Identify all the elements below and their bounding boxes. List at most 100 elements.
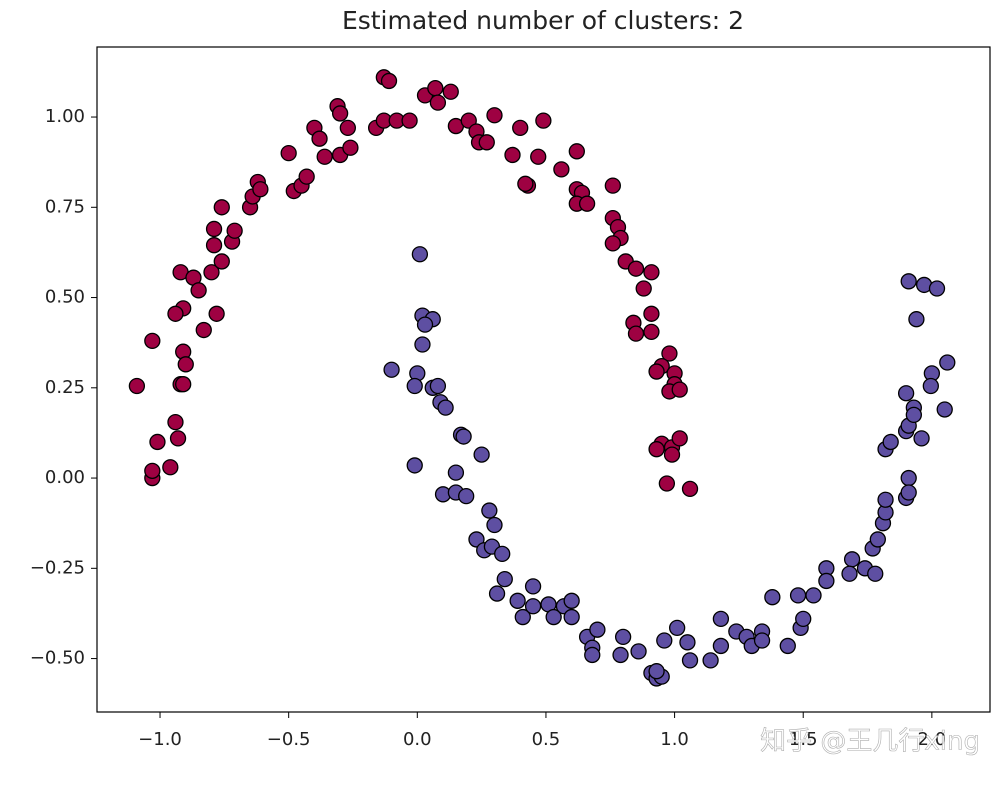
point bbox=[280, 144, 297, 162]
point bbox=[563, 592, 580, 609]
point bbox=[578, 195, 596, 212]
point bbox=[627, 260, 645, 277]
point bbox=[900, 484, 917, 501]
point bbox=[380, 72, 398, 90]
point bbox=[406, 377, 423, 395]
point bbox=[455, 428, 472, 445]
point bbox=[681, 652, 699, 669]
point bbox=[486, 516, 503, 534]
point bbox=[524, 598, 542, 615]
point bbox=[939, 354, 956, 371]
point bbox=[928, 280, 946, 297]
point bbox=[627, 325, 645, 342]
point bbox=[195, 321, 212, 339]
point bbox=[512, 119, 529, 137]
point bbox=[635, 280, 652, 297]
point bbox=[671, 381, 688, 398]
point bbox=[177, 356, 194, 373]
point bbox=[877, 491, 894, 508]
point bbox=[661, 345, 678, 362]
point bbox=[226, 222, 243, 239]
x-tick-label: 1.0 bbox=[660, 729, 689, 750]
point bbox=[339, 119, 356, 137]
point bbox=[203, 264, 220, 281]
point bbox=[496, 570, 513, 588]
point bbox=[545, 608, 562, 626]
y-tick-label: −0.25 bbox=[30, 557, 85, 578]
point bbox=[169, 430, 187, 447]
point bbox=[900, 273, 917, 290]
x-tick-label: 2.0 bbox=[918, 729, 947, 750]
point bbox=[383, 361, 400, 378]
point bbox=[190, 282, 207, 299]
point bbox=[144, 462, 161, 479]
point bbox=[252, 181, 269, 198]
point bbox=[478, 134, 495, 151]
point bbox=[429, 94, 447, 111]
point bbox=[530, 148, 547, 165]
point bbox=[504, 146, 521, 164]
point bbox=[535, 112, 552, 129]
point bbox=[882, 433, 899, 451]
point bbox=[671, 430, 688, 447]
point bbox=[411, 246, 429, 263]
x-tick-label: 1.5 bbox=[789, 729, 818, 750]
point bbox=[331, 105, 349, 122]
point bbox=[524, 578, 542, 595]
point bbox=[841, 565, 858, 582]
chart-title: Estimated number of clusters: 2 bbox=[342, 6, 744, 35]
point bbox=[712, 637, 730, 655]
point bbox=[298, 168, 315, 185]
point bbox=[648, 663, 665, 680]
x-tick-label: −0.5 bbox=[267, 729, 311, 750]
point bbox=[612, 646, 629, 664]
point bbox=[795, 610, 812, 628]
point bbox=[414, 336, 431, 353]
point bbox=[447, 464, 465, 481]
x-tick-label: −1.0 bbox=[138, 729, 182, 750]
point bbox=[162, 459, 179, 476]
point bbox=[658, 475, 676, 492]
point bbox=[401, 112, 418, 129]
point bbox=[604, 177, 621, 194]
point bbox=[473, 446, 490, 463]
point bbox=[509, 592, 526, 609]
point bbox=[805, 587, 822, 604]
point bbox=[208, 305, 225, 322]
point bbox=[481, 502, 498, 519]
point bbox=[167, 413, 184, 431]
point bbox=[764, 589, 781, 606]
y-tick-label: 0.75 bbox=[45, 196, 85, 217]
point bbox=[128, 377, 146, 395]
point bbox=[316, 148, 333, 165]
point bbox=[458, 487, 475, 505]
point bbox=[869, 531, 886, 548]
point bbox=[867, 565, 884, 582]
point bbox=[213, 199, 230, 216]
point bbox=[205, 220, 223, 238]
point bbox=[213, 253, 230, 270]
point bbox=[900, 469, 917, 487]
y-tick-label: 0.00 bbox=[45, 467, 85, 488]
point bbox=[656, 632, 673, 649]
point bbox=[648, 441, 665, 458]
point bbox=[897, 385, 915, 402]
point bbox=[175, 376, 192, 393]
point bbox=[553, 161, 570, 178]
point bbox=[913, 430, 930, 447]
point bbox=[342, 139, 359, 156]
point bbox=[144, 332, 161, 350]
point bbox=[311, 130, 328, 147]
point bbox=[416, 316, 434, 333]
point bbox=[702, 652, 719, 669]
point bbox=[681, 480, 699, 498]
point bbox=[679, 634, 696, 651]
point bbox=[494, 545, 511, 563]
point bbox=[712, 610, 730, 628]
watermark: 知乎 @王几行xing bbox=[760, 727, 980, 757]
point bbox=[905, 406, 922, 424]
point bbox=[563, 608, 580, 626]
point bbox=[568, 143, 585, 160]
point bbox=[643, 264, 660, 281]
